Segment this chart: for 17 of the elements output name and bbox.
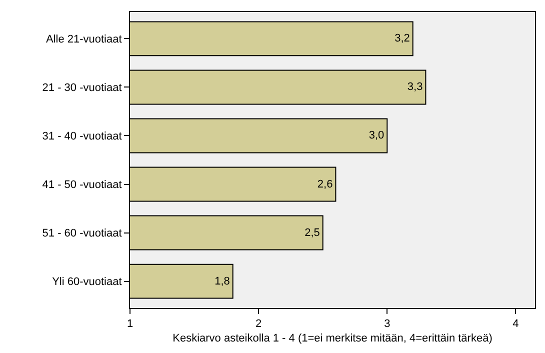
data-label: 3,0	[368, 130, 384, 142]
y-tick-label: 41 - 50 -vuotiaat	[42, 179, 122, 192]
x-axis-title: Keskiarvo asteikolla 1 - 4 (1=ei merkitse mitään, 4=erittäin tärkeä)	[172, 332, 492, 344]
y-tick-label: Yli 60-vuotiaat	[52, 276, 122, 288]
y-tick-label: 51 - 60 -vuotiaat	[42, 228, 122, 240]
x-tick-label: 1	[126, 318, 134, 330]
y-tick-label: Alle 21-vuotiaat	[46, 34, 122, 46]
x-tick-label: 3	[384, 318, 390, 330]
data-label: 3,3	[407, 81, 423, 94]
y-tick-label: 21 - 30 -vuotiaat	[42, 82, 122, 94]
data-label: 2,6	[317, 178, 333, 190]
x-tick-label: 4	[512, 318, 519, 330]
data-label: 2,5	[304, 226, 320, 239]
data-label: 3,2	[394, 32, 410, 45]
y-tick-label: 31 - 40 -vuotiaat	[42, 130, 122, 143]
data-label: 1,8	[214, 275, 230, 288]
x-tick-label: 2	[256, 318, 262, 330]
